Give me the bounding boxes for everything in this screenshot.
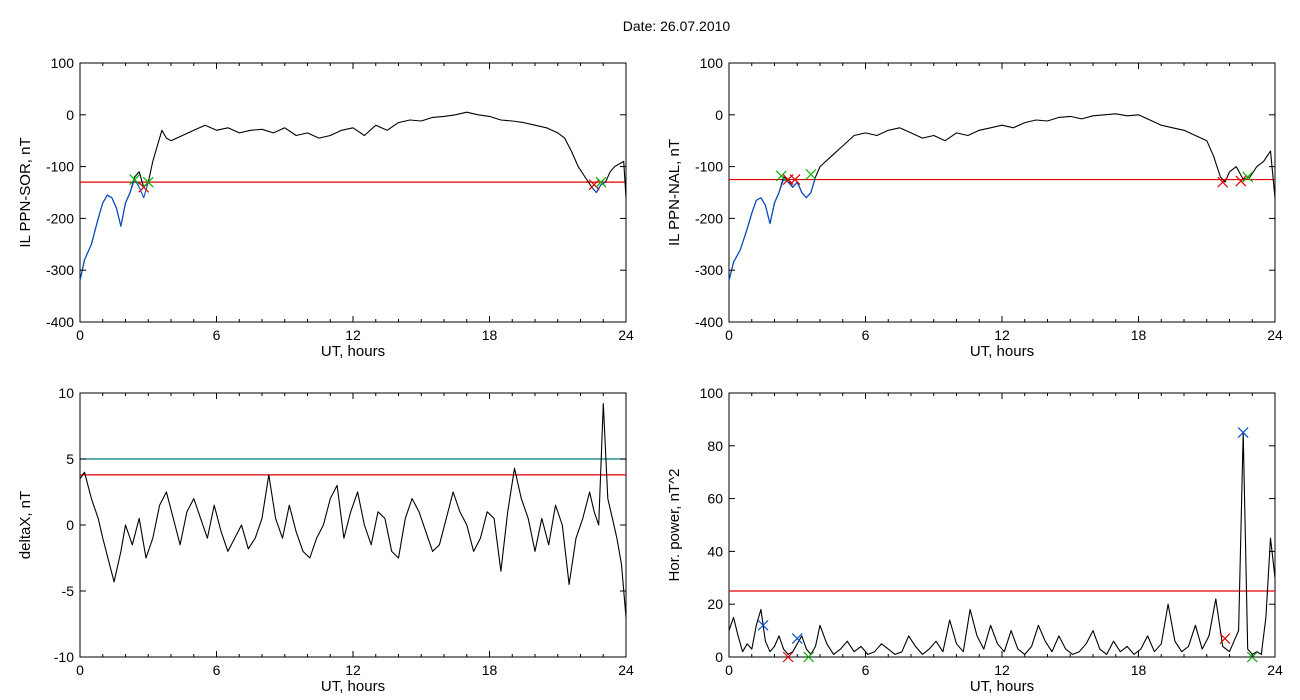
cross-marker-0 (757, 619, 769, 631)
panel-bottom-right: 0 6 12 18 24 0 20 40 60 80 100 UT, hours Hor. power,… (666, 385, 1283, 695)
x-tick-label: 0 (76, 662, 84, 678)
y-tick-label: 100 (51, 55, 75, 71)
cross-marker-4 (1217, 176, 1229, 188)
y-tick-label: 10 (58, 385, 74, 401)
y-tick-label: -5 (62, 583, 75, 599)
x-tick-label: 24 (618, 327, 634, 343)
panel-top-left: 0 6 12 18 24 -400 -300 -200 -100 0 100 UT, hours IL … (17, 55, 634, 360)
plot-frame (79, 392, 627, 658)
y-tick-label: 40 (707, 543, 723, 559)
x-tick-label: 12 (994, 662, 1010, 678)
cross-marker-6 (1242, 171, 1254, 183)
y-tick-label: -200 (695, 210, 723, 226)
x-tick-label: 6 (862, 327, 870, 343)
cross-marker-5 (1237, 427, 1249, 439)
series-line-1 (728, 176, 817, 281)
panel-bottom-left: 0 6 12 18 24 -10 -5 0 5 10 UT, hours deltaX, nT (17, 385, 634, 695)
y-tick-label: 0 (715, 649, 723, 665)
y-tick-label: 0 (66, 107, 74, 123)
x-axis-label: UT, hours (321, 343, 385, 360)
x-tick-label: 12 (345, 327, 361, 343)
x-tick-label: 18 (482, 327, 498, 343)
y-tick-label: 20 (707, 596, 723, 612)
cross-marker-0 (775, 170, 787, 182)
series-line-1 (79, 178, 149, 281)
series-line-0 (79, 111, 627, 281)
y-axis-label: deltaX, nT (17, 491, 34, 559)
series-line-0 (79, 403, 627, 618)
x-tick-label: 6 (213, 662, 221, 678)
cross-marker-3 (805, 168, 817, 180)
x-tick-label: 18 (482, 662, 498, 678)
y-tick-label: -300 (46, 262, 74, 278)
cross-marker-3 (588, 179, 600, 191)
y-axis-label: IL PPN-NAL, nT (666, 139, 683, 246)
cross-marker-5 (1235, 175, 1247, 187)
x-tick-label: 12 (345, 662, 361, 678)
cross-marker-4 (595, 176, 607, 188)
plot-frame (79, 62, 627, 323)
cross-marker-3 (803, 651, 815, 663)
y-axis-label: IL PPN-SOR, nT (17, 137, 34, 247)
cross-marker-0 (129, 174, 141, 185)
series-line-0 (728, 113, 1276, 281)
cross-marker-2 (791, 633, 803, 644)
cross-marker-2 (789, 174, 801, 185)
x-tick-label: 0 (725, 327, 733, 343)
y-tick-label: 0 (715, 107, 723, 123)
series-line-0 (728, 432, 1276, 655)
cross-marker-2 (142, 176, 154, 188)
y-tick-label: -400 (695, 314, 723, 330)
x-tick-label: 24 (618, 662, 634, 678)
x-axis-label: UT, hours (970, 343, 1034, 360)
y-axis-label: Hor. power, nT^2 (666, 469, 683, 582)
y-tick-label: 100 (700, 55, 724, 71)
figure-title: Date: 26.07.2010 (622, 18, 731, 34)
y-tick-label: 100 (700, 385, 724, 401)
cross-marker-1 (782, 651, 794, 663)
x-tick-label: 0 (725, 662, 733, 678)
x-axis-label: UT, hours (970, 678, 1034, 695)
x-tick-label: 18 (1131, 662, 1147, 678)
y-tick-label: 0 (66, 517, 74, 533)
y-tick-label: -100 (695, 159, 723, 175)
x-tick-label: 18 (1131, 327, 1147, 343)
x-tick-label: 6 (862, 662, 870, 678)
x-axis-label: UT, hours (321, 678, 385, 695)
x-tick-label: 24 (1267, 662, 1283, 678)
x-tick-label: 24 (1267, 327, 1283, 343)
y-tick-label: -200 (46, 210, 74, 226)
x-tick-label: 12 (994, 327, 1010, 343)
y-tick-label: 60 (707, 491, 723, 507)
y-tick-label: -300 (695, 262, 723, 278)
y-tick-label: 80 (707, 438, 723, 454)
y-tick-label: -100 (46, 159, 74, 175)
plot-frame (728, 392, 1276, 658)
cross-marker-4 (1219, 633, 1231, 644)
y-tick-label: -10 (54, 649, 74, 665)
x-tick-label: 6 (213, 327, 221, 343)
x-tick-label: 0 (76, 327, 84, 343)
panel-top-right: 0 6 12 18 24 -400 -300 -200 -100 0 100 UT, hours IL … (666, 55, 1283, 360)
y-tick-label: 5 (66, 451, 74, 467)
y-tick-label: -400 (46, 314, 74, 330)
